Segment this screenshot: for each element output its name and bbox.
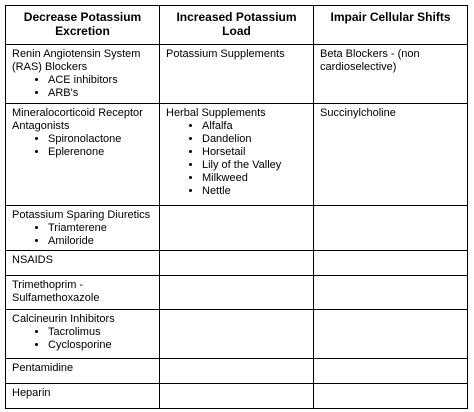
table-row: NSAIDS xyxy=(5,250,468,276)
bullet-item: Alfalfa xyxy=(202,120,307,133)
header-cell: Decrease Potassium Excretion xyxy=(5,5,160,45)
cell-text: Heparin xyxy=(12,387,51,399)
table-cell xyxy=(313,275,468,310)
table-cell xyxy=(159,383,314,409)
table-cell xyxy=(313,205,468,251)
table-cell xyxy=(159,275,314,310)
cell-text: Calcineurin Inhibitors xyxy=(12,313,115,325)
table-cell xyxy=(313,309,468,359)
bullet-list: ACE inhibitorsARB's xyxy=(12,74,153,100)
table-cell xyxy=(313,250,468,276)
table-cell: Herbal SupplementsAlfalfaDandelionHorset… xyxy=(159,103,314,206)
table-row: Calcineurin InhibitorsTacrolimusCyclospo… xyxy=(5,309,468,359)
bullet-item: Nettle xyxy=(202,185,307,198)
bullet-item: Cyclosporine xyxy=(48,339,153,352)
bullet-item: Dandelion xyxy=(202,133,307,146)
cell-text: Succinylcholine xyxy=(320,107,396,119)
table-cell xyxy=(159,205,314,251)
cell-text: Mineralocorticoid Receptor Antagonists xyxy=(12,107,143,132)
bullet-item: Horsetail xyxy=(202,146,307,159)
table-row: Pentamidine xyxy=(5,358,468,384)
table-cell: Mineralocorticoid Receptor AntagonistsSp… xyxy=(5,103,160,206)
table-cell: Potassium Supplements xyxy=(159,44,314,104)
header-cell: Impair Cellular Shifts xyxy=(313,5,468,45)
header-cell: Increased Potassium Load xyxy=(159,5,314,45)
table-cell: Heparin xyxy=(5,383,160,409)
cell-text: Trimethoprim - Sulfamethoxazole xyxy=(12,279,100,304)
bullet-list: TacrolimusCyclosporine xyxy=(12,326,153,352)
cell-text: Potassium Supplements xyxy=(166,48,285,60)
drug-table: Decrease Potassium Excretion Increased Po… xyxy=(5,5,468,409)
bullet-item: Tacrolimus xyxy=(48,326,153,339)
table-cell: Succinylcholine xyxy=(313,103,468,206)
table-row: Heparin xyxy=(5,383,468,409)
table-cell xyxy=(159,250,314,276)
table-body: Renin Angiotensin System (RAS) BlockersA… xyxy=(5,44,468,409)
cell-text: NSAIDS xyxy=(12,254,53,266)
table-cell: NSAIDS xyxy=(5,250,160,276)
bullet-list: SpironolactoneEplerenone xyxy=(12,133,153,159)
bullet-item: ARB's xyxy=(48,87,153,100)
table-cell xyxy=(159,309,314,359)
header-row: Decrease Potassium Excretion Increased Po… xyxy=(5,5,468,45)
bullet-list: TriamtereneAmiloride xyxy=(12,222,153,248)
table-cell: Potassium Sparing DiureticsTriamtereneAm… xyxy=(5,205,160,251)
bullet-item: ACE inhibitors xyxy=(48,74,153,87)
table-cell xyxy=(313,383,468,409)
table-cell xyxy=(313,358,468,384)
table-row: Potassium Sparing DiureticsTriamtereneAm… xyxy=(5,205,468,251)
bullet-item: Eplerenone xyxy=(48,146,153,159)
bullet-item: Lily of the Valley xyxy=(202,159,307,172)
table-cell: Renin Angiotensin System (RAS) BlockersA… xyxy=(5,44,160,104)
bullet-list: AlfalfaDandelionHorsetailLily of the Val… xyxy=(166,120,307,198)
table-cell: Beta Blockers - (non cardioselective) xyxy=(313,44,468,104)
table-row: Mineralocorticoid Receptor AntagonistsSp… xyxy=(5,103,468,206)
bullet-item: Triamterene xyxy=(48,222,153,235)
cell-text: Potassium Sparing Diuretics xyxy=(12,209,151,221)
table-row: Trimethoprim - Sulfamethoxazole xyxy=(5,275,468,310)
cell-text: Herbal Supplements xyxy=(166,107,266,119)
cell-text: Beta Blockers - (non cardioselective) xyxy=(320,48,420,73)
cell-text: Renin Angiotensin System (RAS) Blockers xyxy=(12,48,141,73)
table-cell: Pentamidine xyxy=(5,358,160,384)
bullet-item: Milkweed xyxy=(202,172,307,185)
bullet-item: Amiloride xyxy=(48,235,153,248)
cell-text: Pentamidine xyxy=(12,362,74,374)
table-cell xyxy=(159,358,314,384)
bullet-item: Spironolactone xyxy=(48,133,153,146)
table-cell: Trimethoprim - Sulfamethoxazole xyxy=(5,275,160,310)
table-row: Renin Angiotensin System (RAS) BlockersA… xyxy=(5,44,468,104)
table-cell: Calcineurin InhibitorsTacrolimusCyclospo… xyxy=(5,309,160,359)
